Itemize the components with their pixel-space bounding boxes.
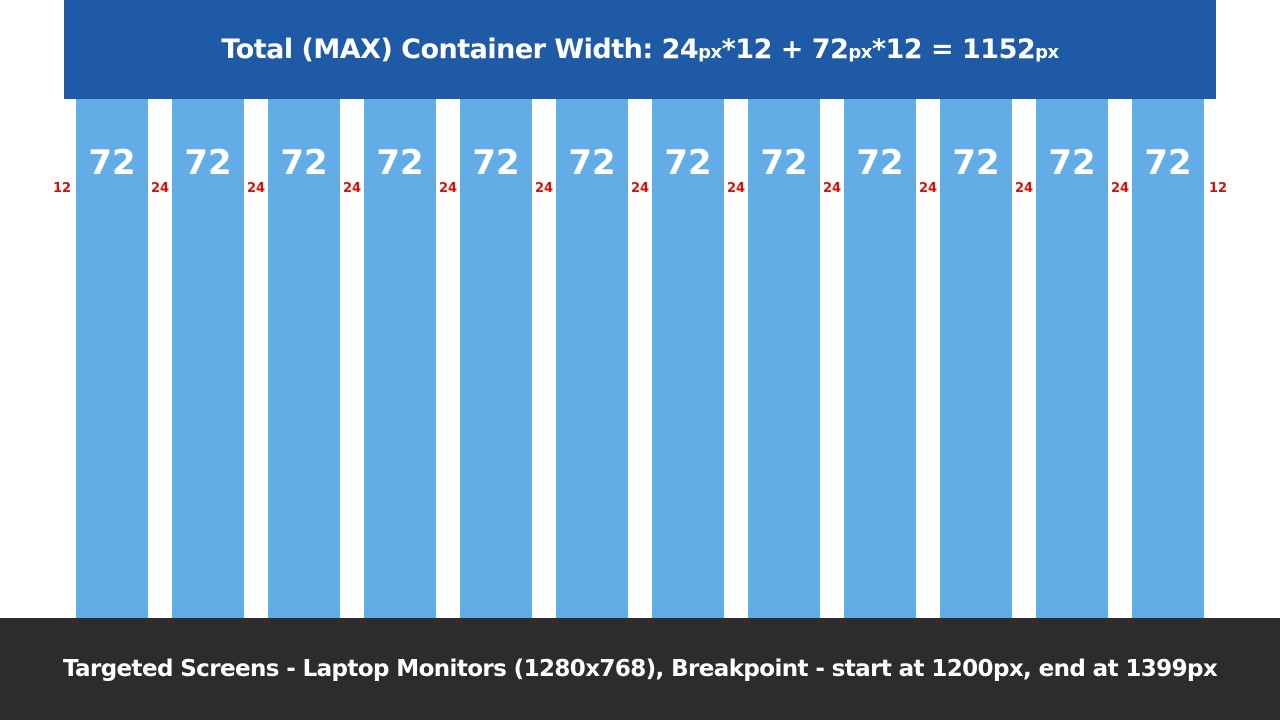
gutter-width-label: 24 — [1110, 181, 1130, 196]
grid-column: 72 — [844, 99, 916, 618]
grid-column: 72 — [268, 99, 340, 618]
gutter-width-label: 24 — [150, 181, 170, 196]
column-width-label: 72 — [664, 143, 712, 183]
column-width-label: 72 — [568, 143, 616, 183]
grid-column: 72 — [748, 99, 820, 618]
gutter-width-label: 24 — [1014, 181, 1034, 196]
header-unit-3: px — [1035, 42, 1059, 63]
grid-column: 72 — [460, 99, 532, 618]
gutter-width-label: 24 — [438, 181, 458, 196]
gutter-width-label: 24 — [726, 181, 746, 196]
gutter-width-label: 24 — [630, 181, 650, 196]
grid-column: 72 — [172, 99, 244, 618]
targeted-screens-footer: Targeted Screens - Laptop Monitors (1280… — [0, 618, 1280, 720]
grid-columns: 72 72 72 72 72 72 72 72 72 72 72 72 12 24 24 24 24 24 24 24… — [53, 99, 1227, 618]
grid-column: 72 — [652, 99, 724, 618]
grid-column: 72 — [940, 99, 1012, 618]
gutter-width-label: 24 — [822, 181, 842, 196]
header-text-1: Total (MAX) Container Width: 24 — [221, 34, 699, 65]
column-width-label: 72 — [376, 143, 424, 183]
grid-column: 72 — [1036, 99, 1108, 618]
gutter-width-label: 24 — [534, 181, 554, 196]
header-unit-1: px — [698, 42, 722, 63]
header-text-3: *12 = 1152 — [871, 34, 1036, 65]
column-width-label: 72 — [1048, 143, 1096, 183]
column-width-label: 72 — [856, 143, 904, 183]
container-width-header: Total (MAX) Container Width: 24 px *12 + 7… — [64, 0, 1216, 99]
column-width-label: 72 — [472, 143, 520, 183]
grid-column: 72 — [556, 99, 628, 618]
column-width-label: 72 — [1144, 143, 1192, 183]
column-width-label: 72 — [952, 143, 1000, 183]
grid-column: 72 — [1132, 99, 1204, 618]
gutter-width-label: 24 — [342, 181, 362, 196]
header-text-2: *12 + 72 — [721, 34, 849, 65]
gutter-width-label: 24 — [246, 181, 266, 196]
grid-column: 72 — [364, 99, 436, 618]
header-unit-2: px — [848, 42, 872, 63]
gutter-width-label: 24 — [918, 181, 938, 196]
column-width-label: 72 — [280, 143, 328, 183]
column-width-label: 72 — [184, 143, 232, 183]
gutter-width-label: 12 — [52, 181, 72, 196]
gutter-width-label: 12 — [1208, 181, 1228, 196]
grid-column: 72 — [76, 99, 148, 618]
column-width-label: 72 — [88, 143, 136, 183]
column-width-label: 72 — [760, 143, 808, 183]
